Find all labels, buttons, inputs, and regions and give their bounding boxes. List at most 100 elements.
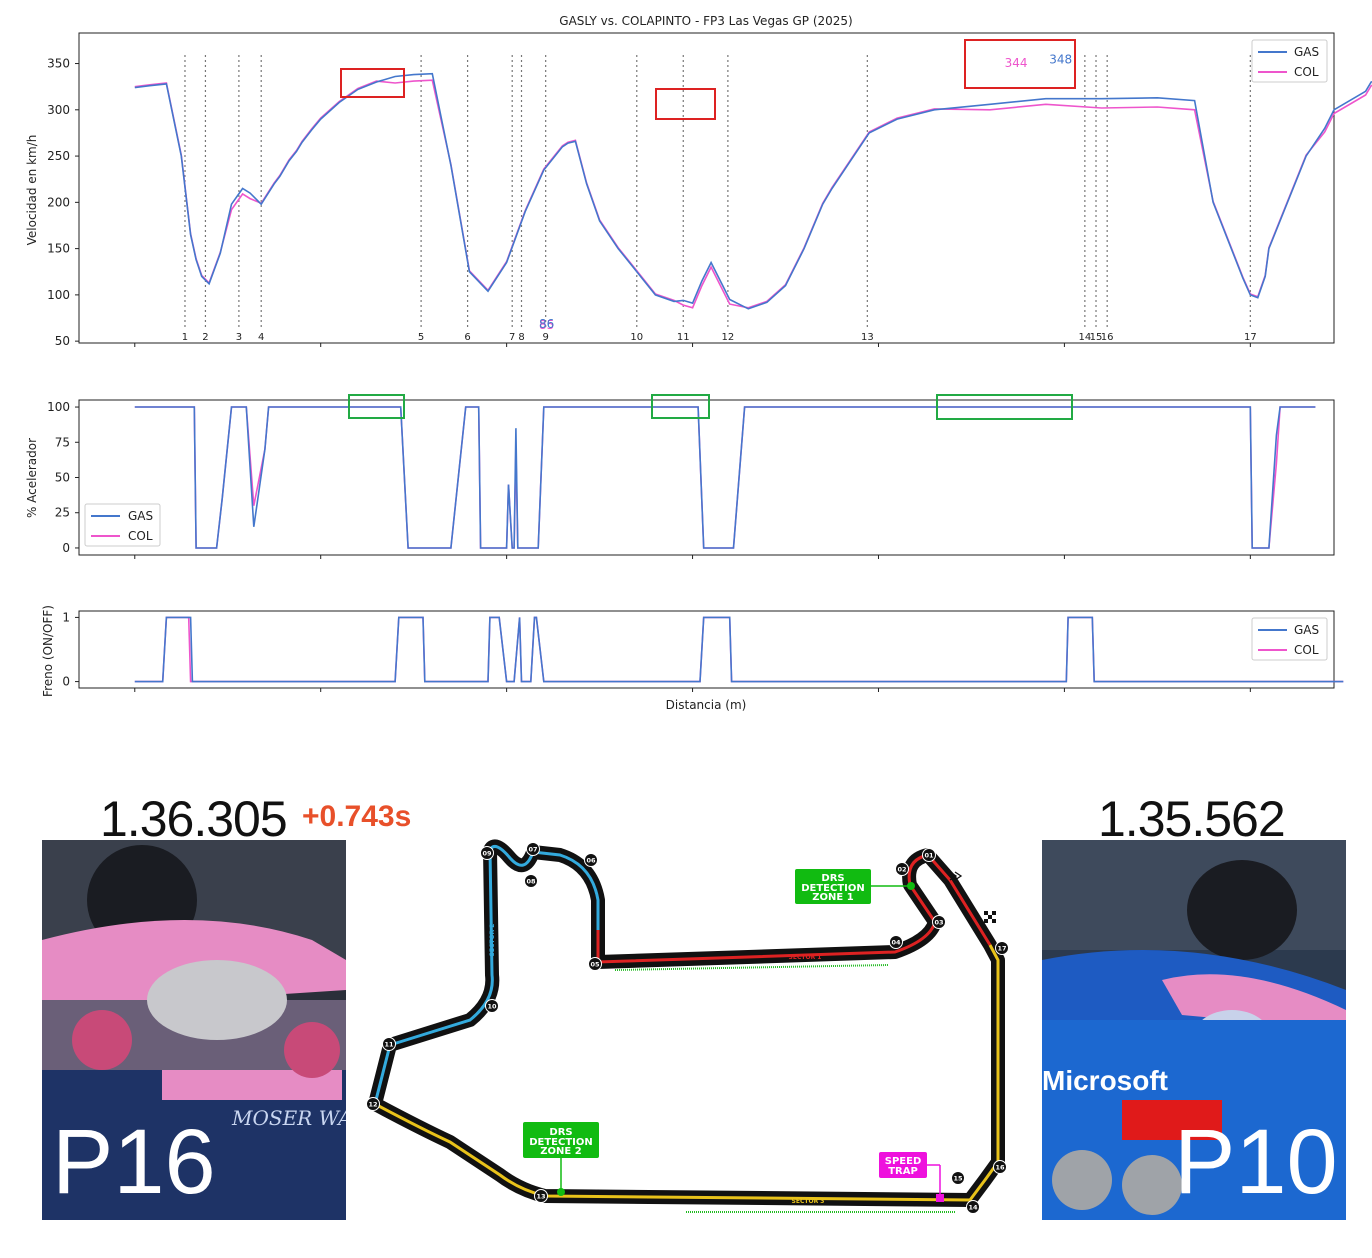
corner-label: 2	[202, 332, 208, 343]
corner-badge-label: 07	[528, 846, 537, 854]
corner-label: 12	[722, 332, 735, 343]
svg-text:DETECTION: DETECTION	[529, 1137, 593, 1148]
corner-badge-label: 09	[482, 850, 492, 858]
speed-lines	[134, 72, 1372, 310]
brake-chart: Freno (ON/OFF) 01 Distancia (m) GAS COL	[41, 605, 1344, 712]
svg-text:TRAP: TRAP	[888, 1166, 918, 1177]
corner-label: 9	[542, 332, 548, 343]
speed-annotation: 348	[1049, 52, 1072, 66]
sector2-label: SECTOR 2	[489, 924, 496, 957]
corner-label: 7	[509, 332, 515, 343]
corner-label: 10	[630, 332, 643, 343]
highlight-box-green	[348, 394, 405, 419]
legend-col: COL	[1294, 65, 1319, 79]
corner-badge-label: 06	[586, 857, 596, 865]
chequered-flag-icon	[984, 911, 996, 923]
corner-badge	[588, 957, 602, 971]
sector1-stripe	[596, 853, 992, 964]
drs-detection-zone-2: DRS DETECTION ZONE 2	[523, 1122, 599, 1196]
corner-label: 5	[418, 332, 424, 343]
sector2-stripe	[373, 844, 600, 1105]
svg-text:SPEED: SPEED	[885, 1156, 922, 1167]
corner-badge-label: 04	[891, 939, 901, 947]
corner-label: 16	[1101, 332, 1114, 343]
corner-label: 13	[861, 332, 874, 343]
corner-badge	[534, 1189, 548, 1203]
sector3-stripe	[374, 944, 1000, 1202]
corner-badges: 01 02 03 04 05 06 07 08 09 10 11 12 13 14 15 16 17	[366, 842, 1009, 1214]
left-car-illustration: MOSER WATCH	[42, 840, 346, 1220]
y-tick-label: 100	[47, 400, 70, 414]
brake-line-gas	[134, 616, 1344, 683]
corner-badge-label: 13	[536, 1193, 545, 1201]
throttle-line-gas	[134, 406, 1316, 549]
right-position: P10	[1174, 1111, 1338, 1213]
corner-badge	[366, 1097, 380, 1111]
corner-badge	[889, 935, 903, 949]
speed-trap: SPEED TRAP	[879, 1152, 944, 1202]
legend-col: COL	[1294, 643, 1319, 657]
brake-lines	[134, 616, 1344, 683]
direction-arrows-icon	[949, 871, 963, 881]
corner-label: 15	[1090, 332, 1103, 343]
corner-label: 4	[258, 332, 264, 343]
corner-badge	[932, 915, 946, 929]
throttle-ylabel: % Acelerador	[25, 438, 39, 518]
drs-zone-1-line	[614, 964, 889, 971]
y-tick-label: 25	[55, 506, 70, 520]
corner-label: 11	[677, 332, 690, 343]
corner-badge-label: 15	[953, 1175, 963, 1183]
speed-annotation: 344	[1005, 56, 1028, 70]
y-tick-label: 0	[62, 675, 70, 689]
left-delta: +0.743s	[302, 800, 412, 833]
left-driver-photo: MOSER WATCH P16	[42, 840, 346, 1220]
highlight-box-red	[964, 39, 1076, 89]
legend-col: COL	[128, 529, 153, 543]
corner-badge-label: 02	[897, 866, 906, 874]
svg-text:Microsoft: Microsoft	[1042, 1065, 1168, 1096]
svg-text:DRS: DRS	[821, 873, 844, 884]
y-tick-label: 100	[47, 288, 70, 302]
svg-text:DETECTION: DETECTION	[801, 883, 865, 894]
throttle-chart: % Acelerador 0 25 50 75 100 GAS COL	[25, 394, 1335, 559]
drs-detection-zone-1: DRS DETECTION ZONE 1	[795, 869, 915, 904]
speed-ylabel: Velocidad en km/h	[25, 135, 39, 246]
corner-label: 14	[1078, 332, 1091, 343]
y-tick-label: 350	[47, 57, 70, 71]
speed-legend: GAS COL	[1251, 39, 1328, 83]
svg-text:ZONE 1: ZONE 1	[812, 892, 853, 903]
speed-annotation: 86	[539, 317, 554, 331]
corner-badge-label: 10	[487, 1003, 497, 1011]
brake-xticks	[134, 688, 1251, 692]
corner-badge	[951, 1171, 965, 1185]
corner-badge	[480, 846, 494, 860]
corner-badge	[995, 941, 1009, 955]
chart-title: GASLY vs. COLAPINTO - FP3 Las Vegas GP (…	[559, 14, 852, 28]
y-tick-label: 0	[62, 541, 70, 555]
highlight-box-red	[340, 68, 405, 98]
corner-badge	[966, 1200, 980, 1214]
brake-line-col	[134, 616, 1344, 683]
corner-badge-label: 17	[997, 945, 1006, 953]
brake-legend: GAS COL	[1251, 617, 1328, 661]
corner-badge-label: 11	[384, 1041, 394, 1049]
corner-badge-label: 12	[368, 1101, 377, 1109]
brake-plot-frame	[78, 610, 1335, 689]
speed-line-col	[134, 79, 1372, 309]
brake-yticks: 01	[62, 610, 79, 689]
track-outline	[368, 839, 1005, 1207]
highlight-box-green	[936, 394, 1073, 420]
right-laptime: 1.35.562	[1098, 791, 1286, 847]
svg-text:DRS: DRS	[549, 1127, 572, 1138]
corner-badge	[526, 842, 540, 856]
corner-badge-label: 05	[590, 961, 600, 969]
speed-chart: GASLY vs. COLAPINTO - FP3 Las Vegas GP (…	[25, 14, 1372, 348]
brake-ylabel: Freno (ON/OFF)	[41, 605, 55, 697]
legend-gas: GAS	[128, 509, 153, 523]
corner-badge-label: 16	[995, 1164, 1005, 1172]
throttle-yticks: 0 25 50 75 100	[47, 400, 1251, 559]
corner-label: 8	[518, 332, 524, 343]
corner-badge	[524, 874, 538, 888]
